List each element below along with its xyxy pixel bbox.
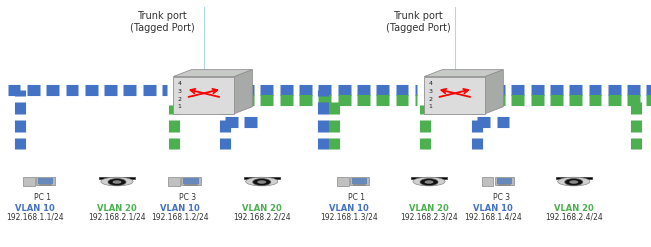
- Circle shape: [253, 179, 271, 185]
- Text: 4: 4: [178, 81, 182, 86]
- Text: 4: 4: [429, 81, 433, 86]
- Circle shape: [569, 180, 578, 184]
- Text: Trunk port
(Tagged Port): Trunk port (Tagged Port): [130, 11, 195, 33]
- Circle shape: [108, 179, 126, 185]
- Bar: [36, 177, 55, 185]
- Text: VLAN 20: VLAN 20: [97, 204, 137, 213]
- Text: VLAN 10: VLAN 10: [473, 204, 513, 213]
- Text: 2: 2: [429, 97, 433, 102]
- Text: 192.168.2.2/24: 192.168.2.2/24: [233, 212, 290, 221]
- Ellipse shape: [245, 177, 278, 186]
- Bar: [556, 177, 592, 179]
- Text: VLAN 10: VLAN 10: [15, 204, 55, 213]
- Text: PC 1: PC 1: [348, 193, 365, 202]
- Circle shape: [565, 179, 583, 185]
- Polygon shape: [234, 70, 253, 114]
- Text: 3: 3: [429, 89, 433, 94]
- Bar: [243, 177, 280, 179]
- Bar: [350, 177, 369, 185]
- Bar: [169, 177, 180, 186]
- Circle shape: [424, 180, 434, 184]
- Bar: [337, 177, 349, 186]
- Bar: [352, 178, 367, 184]
- Bar: [495, 177, 514, 185]
- Text: 192.168.2.4/24: 192.168.2.4/24: [545, 212, 603, 221]
- Text: VLAN 20: VLAN 20: [242, 204, 282, 213]
- Circle shape: [113, 180, 122, 184]
- Text: 192.168.2.1/24: 192.168.2.1/24: [88, 212, 146, 221]
- Ellipse shape: [558, 177, 590, 186]
- Circle shape: [257, 180, 266, 184]
- Text: 1: 1: [429, 104, 432, 109]
- Bar: [482, 177, 493, 186]
- Bar: [23, 177, 35, 186]
- Bar: [184, 178, 199, 184]
- Bar: [99, 177, 135, 179]
- Bar: [38, 178, 53, 184]
- Text: 192.168.2.3/24: 192.168.2.3/24: [400, 212, 458, 221]
- Polygon shape: [486, 70, 503, 114]
- Text: VLAN 20: VLAN 20: [409, 204, 449, 213]
- Text: VLAN 10: VLAN 10: [329, 204, 368, 213]
- Text: VLAN 20: VLAN 20: [554, 204, 594, 213]
- Bar: [182, 177, 201, 185]
- Text: 192.168.1.2/24: 192.168.1.2/24: [151, 212, 209, 221]
- Text: 192.168.1.4/24: 192.168.1.4/24: [465, 212, 522, 221]
- Text: 2: 2: [178, 97, 182, 102]
- Text: 3: 3: [178, 89, 182, 94]
- Circle shape: [420, 179, 438, 185]
- Text: VLAN 10: VLAN 10: [160, 204, 200, 213]
- Bar: [173, 77, 234, 114]
- Polygon shape: [424, 70, 503, 77]
- Text: 192.168.1.3/24: 192.168.1.3/24: [320, 212, 378, 221]
- Text: PC 1: PC 1: [34, 193, 51, 202]
- Text: PC 3: PC 3: [493, 193, 510, 202]
- Bar: [411, 177, 447, 179]
- Bar: [497, 178, 512, 184]
- Text: 192.168.1.1/24: 192.168.1.1/24: [6, 212, 63, 221]
- Text: Trunk port
(Tagged Port): Trunk port (Tagged Port): [386, 11, 450, 33]
- Polygon shape: [173, 70, 253, 77]
- Text: 1: 1: [178, 104, 182, 109]
- Text: PC 3: PC 3: [179, 193, 197, 202]
- Ellipse shape: [413, 177, 445, 186]
- Bar: [424, 77, 486, 114]
- Ellipse shape: [101, 177, 133, 186]
